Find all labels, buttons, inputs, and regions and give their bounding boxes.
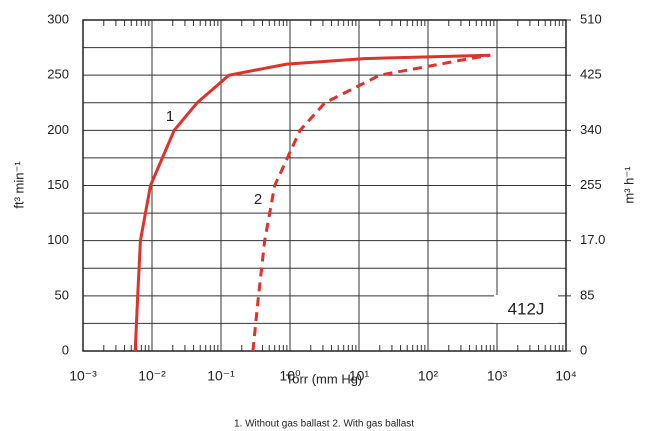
x-axis-label: Torr (mm Hg) — [286, 371, 363, 386]
y2-tick-label: 340 — [580, 122, 602, 137]
y-tick-label: 300 — [47, 11, 69, 26]
x-tick-label: 10⁻³ — [69, 368, 97, 384]
y-tick-label: 50 — [55, 287, 69, 302]
y2-axis-label: m³ h⁻¹ — [621, 166, 636, 204]
curve-label: 1 — [166, 108, 174, 125]
curve-label: 2 — [254, 191, 262, 208]
x-tick-label: 10⁻¹ — [207, 368, 235, 384]
model-box — [494, 295, 558, 323]
y2-tick-label: 0 — [580, 342, 587, 357]
model-label: 412J — [508, 299, 545, 318]
y2-tick-label: 425 — [580, 67, 602, 82]
caption: 1. Without gas ballast 2. With gas balla… — [234, 419, 414, 430]
series-line — [133, 53, 491, 352]
x-tick-label: 10³ — [487, 368, 508, 384]
x-tick-label: 10¹ — [349, 368, 370, 384]
x-tick-label: 10² — [418, 368, 439, 384]
y-tick-label: 200 — [47, 122, 69, 137]
y-tick-label: 250 — [47, 67, 69, 82]
y-axis-label: ft³ min⁻¹ — [11, 161, 26, 209]
series-line — [251, 53, 491, 352]
y2-tick-label: 85 — [580, 287, 594, 302]
y2-tick-label: 17.0 — [580, 232, 605, 247]
y2-tick-label: 255 — [580, 177, 602, 192]
y-tick-label: 100 — [47, 232, 69, 247]
plot-frame — [82, 19, 567, 352]
y-tick-label: 0 — [62, 342, 69, 357]
y-tick-label: 150 — [47, 177, 69, 192]
y2-tick-label: 510 — [580, 11, 602, 26]
x-tick-label: 10⁴ — [555, 368, 577, 384]
x-tick-label: 10⁻² — [138, 368, 166, 384]
x-tick-label: 10⁰ — [279, 368, 301, 384]
